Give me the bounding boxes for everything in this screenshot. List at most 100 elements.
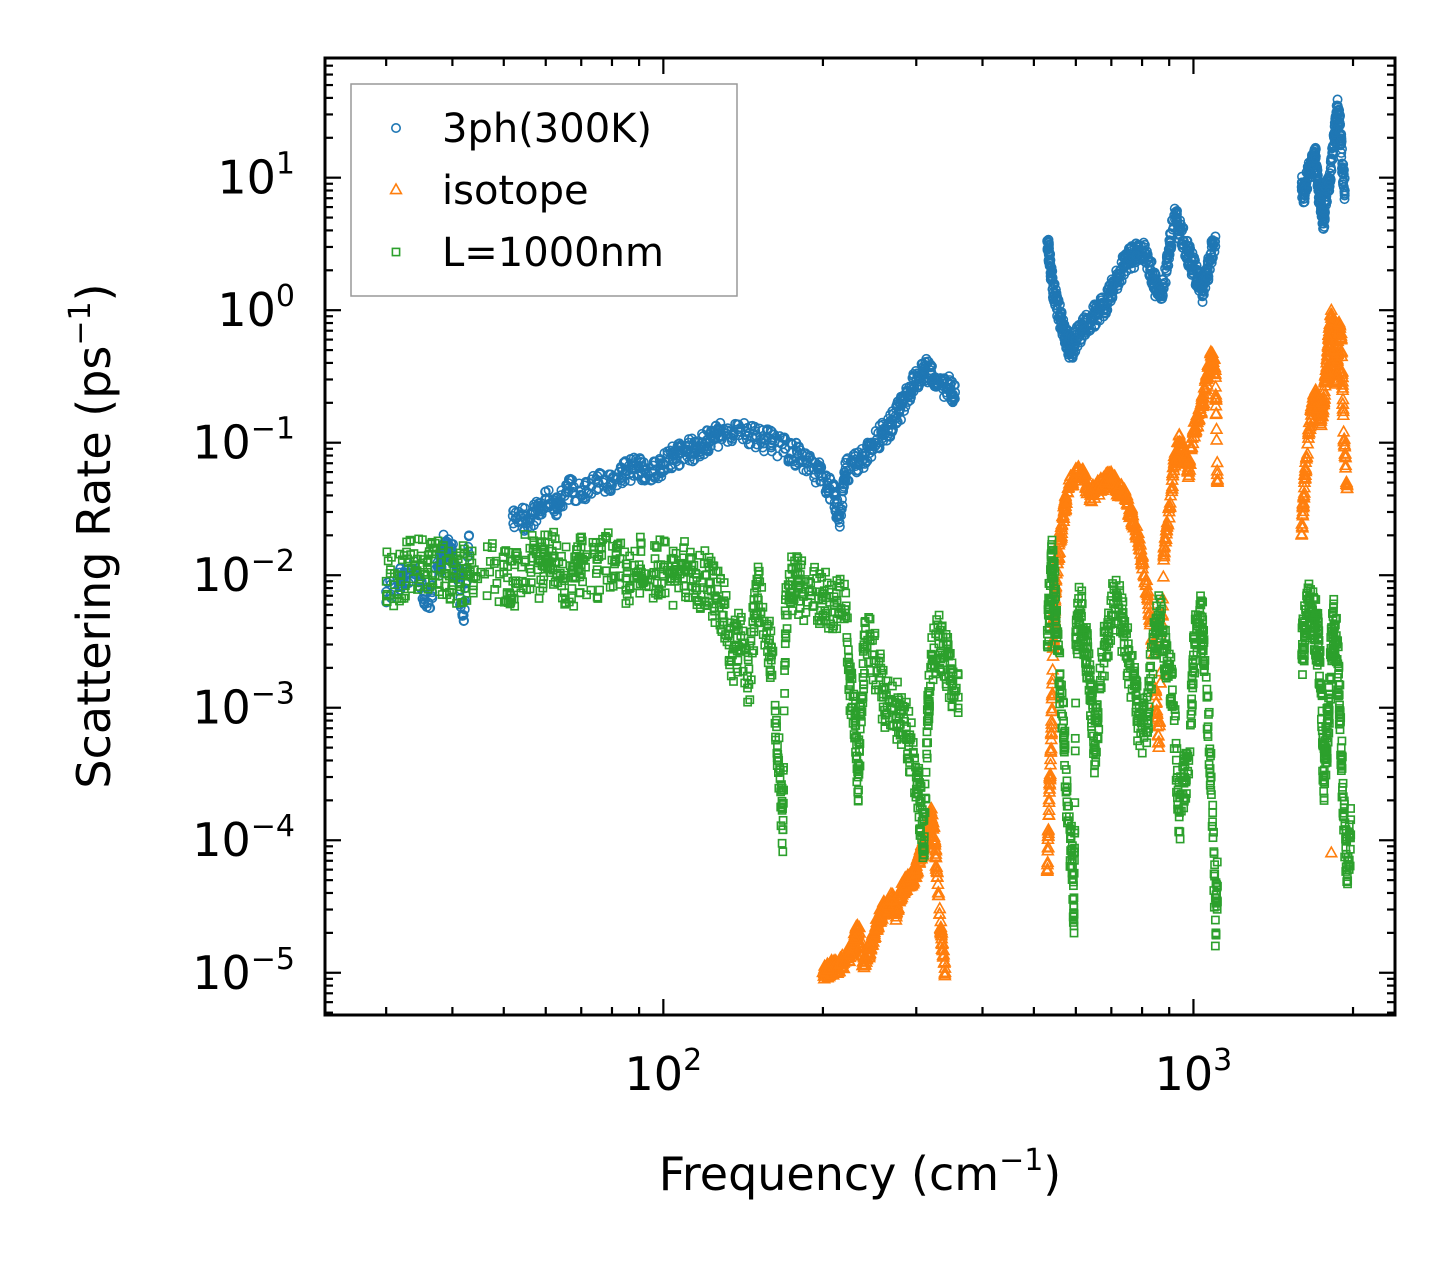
data-point-circle xyxy=(836,510,847,521)
data-point-square xyxy=(934,610,944,620)
data-point-circle xyxy=(843,475,854,486)
data-point-circle xyxy=(662,449,673,460)
data-point-circle xyxy=(1075,335,1086,346)
series-3 xyxy=(381,527,1356,951)
data-point-circle xyxy=(593,483,604,494)
data-point-square xyxy=(534,594,544,603)
data-point-circle xyxy=(605,486,616,497)
data-point-square xyxy=(482,591,492,601)
data-point-circle xyxy=(840,457,851,468)
data-point-circle xyxy=(864,448,875,459)
data-point-circle xyxy=(1189,255,1200,266)
data-point-circle xyxy=(834,521,845,532)
data-point-circle xyxy=(663,463,674,474)
data-point-circle xyxy=(785,437,796,448)
data-point-circle xyxy=(556,485,567,496)
data-point-circle xyxy=(758,433,769,444)
data-point-circle xyxy=(838,486,849,497)
data-point-square xyxy=(921,767,931,777)
data-point-circle xyxy=(778,432,789,443)
data-point-circle xyxy=(1050,284,1061,295)
data-point-circle xyxy=(636,467,647,478)
data-point-circle xyxy=(684,455,695,466)
data-point-square xyxy=(780,688,790,698)
data-point-circle xyxy=(673,439,684,450)
data-point-circle xyxy=(625,454,636,465)
data-point-square xyxy=(1167,685,1177,695)
data-point-circle xyxy=(656,471,667,482)
data-point-circle xyxy=(807,455,818,466)
data-point-circle xyxy=(861,457,872,468)
data-point-square xyxy=(780,666,789,675)
data-point-circle xyxy=(1164,249,1175,260)
data-point-circle xyxy=(926,373,937,384)
data-point-circle xyxy=(887,425,898,436)
data-point-circle xyxy=(726,436,737,447)
data-point-square xyxy=(1137,748,1147,758)
data-point-circle xyxy=(1299,193,1310,204)
data-point-circle xyxy=(628,470,639,481)
data-point-square xyxy=(745,695,755,705)
data-point-circle xyxy=(1174,226,1185,237)
data-point-square xyxy=(1097,671,1107,681)
data-point-triangle xyxy=(1324,845,1339,858)
data-point-circle xyxy=(576,485,587,496)
data-point-circle xyxy=(745,421,756,432)
data-point-square xyxy=(561,542,571,552)
data-point-circle xyxy=(586,488,597,499)
data-point-square xyxy=(743,697,753,707)
data-point-circle xyxy=(947,389,958,400)
data-point-circle xyxy=(690,436,701,447)
data-point-square xyxy=(777,838,787,848)
series-layer xyxy=(381,94,1356,984)
data-point-square xyxy=(1175,834,1185,844)
data-point-circle xyxy=(611,472,622,483)
data-point-triangle xyxy=(1209,421,1224,435)
data-point-circle xyxy=(1101,300,1112,311)
data-point-circle xyxy=(1160,263,1171,274)
data-point-circle xyxy=(715,417,726,428)
data-point-square xyxy=(1069,928,1079,938)
data-point-circle xyxy=(565,474,576,485)
data-point-circle xyxy=(1209,236,1220,247)
data-point-square xyxy=(843,645,853,655)
data-point-square xyxy=(695,550,705,560)
data-point-circle xyxy=(762,424,773,435)
data-point-circle xyxy=(552,509,563,520)
data-point-circle xyxy=(458,615,469,626)
data-point-circle xyxy=(895,414,906,425)
data-point-circle xyxy=(1080,324,1091,335)
data-point-circle xyxy=(728,428,739,439)
data-point-circle xyxy=(592,471,603,482)
data-point-square xyxy=(595,585,604,595)
data-point-circle xyxy=(625,475,636,486)
data-point-square xyxy=(668,600,678,610)
data-point-circle xyxy=(671,456,682,467)
data-point-square xyxy=(1070,746,1080,756)
data-point-circle xyxy=(1164,235,1175,246)
data-point-circle xyxy=(604,484,615,495)
data-point-circle xyxy=(1139,239,1150,250)
data-point-circle xyxy=(783,453,794,464)
data-point-circle xyxy=(900,401,911,412)
data-point-square xyxy=(567,584,577,593)
data-point-circle xyxy=(1067,351,1078,362)
data-point-circle xyxy=(947,396,958,407)
data-point-circle xyxy=(1129,262,1140,273)
data-point-square xyxy=(778,847,788,857)
data-point-square xyxy=(1090,768,1099,778)
data-point-circle xyxy=(425,602,436,613)
data-point-circle xyxy=(1107,292,1118,303)
data-point-triangle xyxy=(1209,432,1224,445)
data-point-circle xyxy=(925,362,936,373)
data-point-circle xyxy=(1197,296,1208,307)
data-point-circle xyxy=(800,448,811,459)
data-point-circle xyxy=(1174,215,1185,226)
data-point-triangle xyxy=(1156,569,1171,582)
data-point-circle xyxy=(1207,252,1218,263)
data-point-square xyxy=(485,567,495,577)
data-point-circle xyxy=(835,506,846,517)
series-1 xyxy=(381,94,1350,627)
data-point-circle xyxy=(580,476,591,487)
